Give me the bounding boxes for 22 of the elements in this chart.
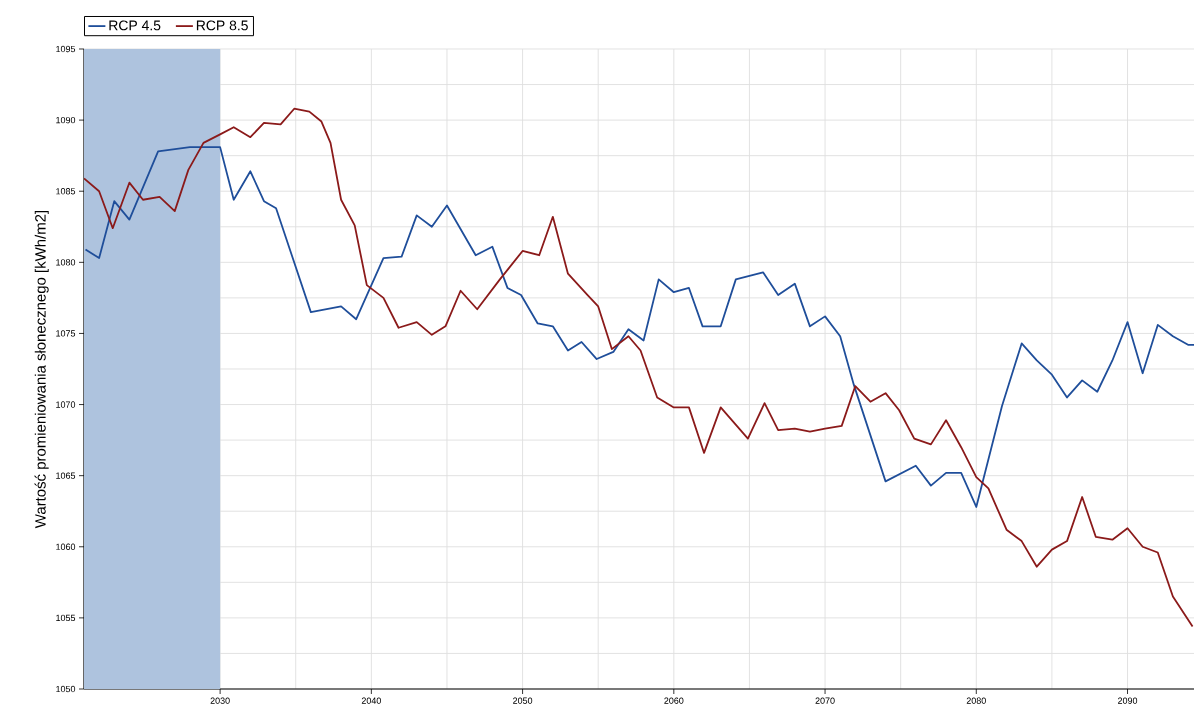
x-tick-label: 2050 <box>513 697 533 704</box>
y-tick-label: 1055 <box>56 614 76 622</box>
y-tick-label: 1085 <box>56 188 76 195</box>
y-tick-label: 1065 <box>56 472 76 479</box>
y-tick-label: 1090 <box>56 116 76 124</box>
legend-label: RCP 4.5 <box>109 20 161 31</box>
x-tick-label: 2060 <box>664 697 684 704</box>
y-tick-label: 1075 <box>56 330 76 337</box>
y-tick-label: 1050 <box>56 685 76 693</box>
line-series <box>84 146 1194 508</box>
line-series <box>84 107 1194 628</box>
legend-label: RCP 8.5 <box>196 20 248 31</box>
x-tick-label: 2030 <box>210 697 230 704</box>
x-tick-label: 2070 <box>815 697 835 704</box>
y-tick-label: 1060 <box>56 543 76 550</box>
x-tick-label: 2090 <box>1118 697 1138 704</box>
y-tick-label: 1080 <box>56 259 76 266</box>
y-tick-label: 1095 <box>56 45 76 53</box>
y-axis-title: Wartość promieniowania słonecznego [kWh/m2] <box>34 210 49 529</box>
x-tick-label: 2080 <box>966 697 986 704</box>
x-tick-label: 2040 <box>361 697 381 704</box>
y-tick-label: 1070 <box>56 401 76 408</box>
